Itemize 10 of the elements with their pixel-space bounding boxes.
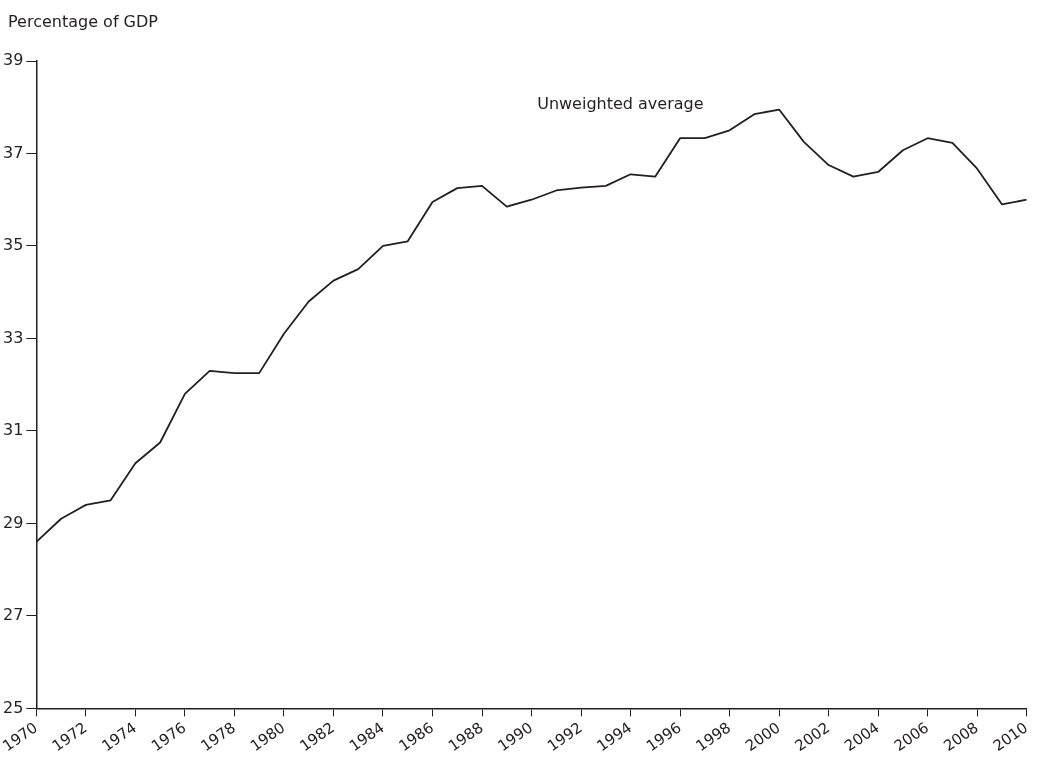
y-tick-label: 39 [3, 50, 24, 70]
annotation: Unweighted average [537, 94, 704, 114]
y-tick-label: 31 [3, 420, 24, 440]
y-tick-label: 33 [3, 327, 24, 347]
y-tick-label: 29 [3, 512, 24, 532]
y-tick-label: 27 [3, 605, 24, 625]
y-axis-title: Percentage of GDP [8, 12, 158, 31]
y-tick-label: 25 [3, 697, 24, 717]
y-tick-label: 37 [3, 142, 24, 162]
y-tick-label: 35 [3, 235, 24, 255]
